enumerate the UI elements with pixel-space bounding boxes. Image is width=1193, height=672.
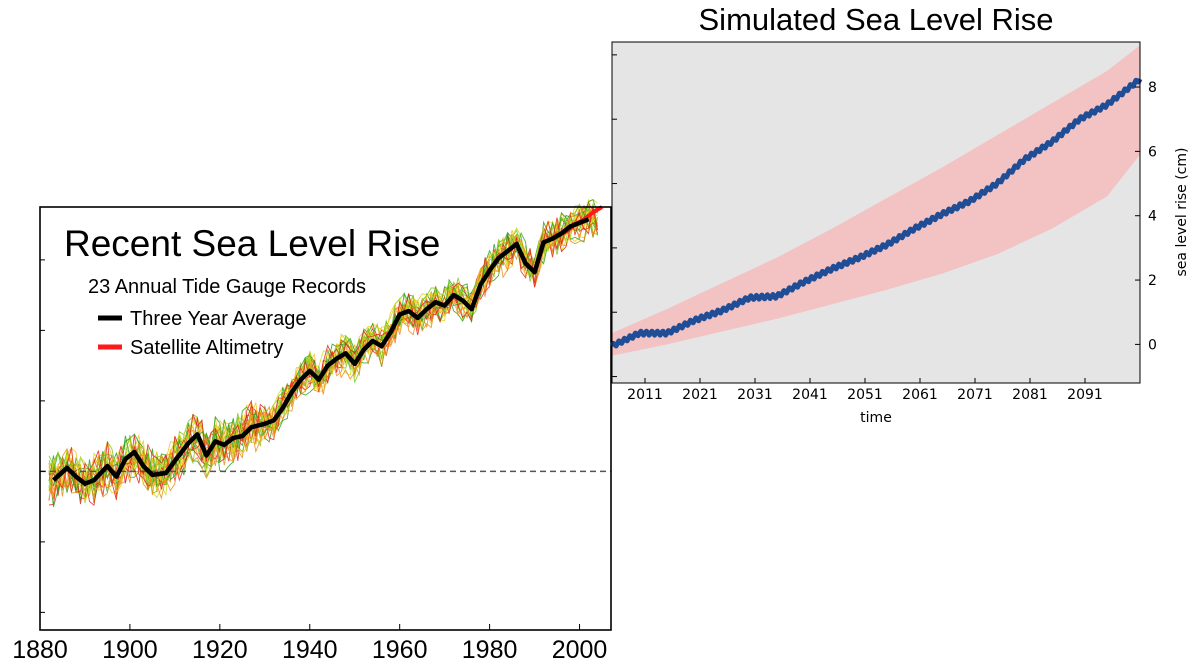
recent-legend: Three Year Average Satellite Altimetry	[98, 308, 306, 359]
legend-label-average: Three Year Average	[130, 308, 306, 330]
simulated-x-tick-label: 2021	[682, 387, 718, 403]
recent-x-tick-label: 1980	[462, 636, 518, 664]
simulated-x-tick-label: 2071	[957, 387, 993, 403]
simulated-y-tick-label: 6	[1148, 144, 1157, 160]
simulated-y-tick-label: 2	[1148, 273, 1157, 289]
recent-subtitle: 23 Annual Tide Gauge Records	[88, 276, 366, 298]
recent-plot-area	[40, 207, 611, 630]
simulated-y-tick-label: 0	[1148, 337, 1157, 353]
simulated-x-tick-label: 2091	[1067, 387, 1103, 403]
recent-x-tick-label: 1920	[192, 636, 248, 664]
simulated-title: Simulated Sea Level Rise	[699, 2, 1054, 37]
recent-x-tick-label: 1940	[282, 636, 338, 664]
simulated-y-tick-label: 8	[1148, 80, 1157, 96]
simulated-x-tick-label: 2081	[1012, 387, 1048, 403]
simulated-plot-frame	[611, 41, 1141, 384]
simulated-x-ticks: 2011 2021 2031 2041 2051 2061 2071 2081 2091	[627, 378, 1103, 403]
simulated-y-axis-label: sea level rise (cm)	[1174, 148, 1190, 277]
simulated-x-tick-label: 2051	[847, 387, 883, 403]
recent-x-tick-label: 1900	[102, 636, 158, 664]
simulated-x-tick-label: 2031	[737, 387, 773, 403]
simulated-x-axis-label: time	[860, 410, 892, 426]
recent-x-tick-label: 1880	[12, 636, 68, 664]
legend-label-satellite: Satellite Altimetry	[130, 337, 283, 359]
recent-x-ticks: 1880 1900 1920 1940 1960 1980 2000	[12, 624, 607, 664]
recent-x-tick-label: 2000	[552, 636, 608, 664]
simulated-y-tick-label: 4	[1148, 209, 1157, 225]
simulated-x-tick-label: 2011	[627, 387, 663, 403]
simulated-sea-level-line	[609, 77, 1143, 349]
recent-left-ticks	[40, 259, 45, 613]
recent-sea-level-chart: 1880 1900 1920 1940 1960 1980 2000 Recent Sea …	[12, 198, 612, 664]
three-year-average-line	[51, 217, 590, 486]
gauge-trace	[48, 206, 598, 493]
simulated-x-tick-label: 2061	[902, 387, 938, 403]
recent-x-tick-label: 1960	[372, 636, 428, 664]
simulated-x-tick-label: 2041	[792, 387, 828, 403]
gauge-trace	[48, 205, 598, 502]
recent-plot-frame	[39, 206, 612, 631]
recent-title: Recent Sea Level Rise	[64, 223, 440, 264]
simulated-y-ticks: 0 2 4 6 8	[1135, 80, 1157, 353]
uncertainty-band	[612, 45, 1140, 356]
simulated-left-ticks	[612, 54, 617, 378]
